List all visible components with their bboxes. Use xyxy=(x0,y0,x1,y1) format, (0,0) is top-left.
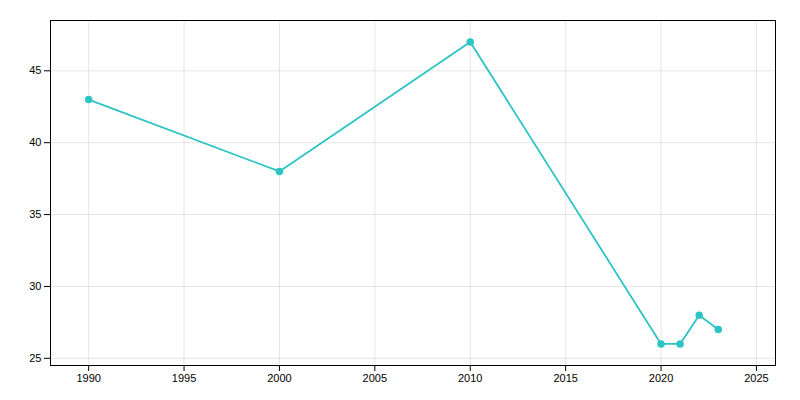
svg-text:2010: 2010 xyxy=(458,372,482,384)
svg-text:35: 35 xyxy=(29,208,41,220)
svg-text:45: 45 xyxy=(29,64,41,76)
svg-text:25: 25 xyxy=(29,352,41,364)
svg-text:2000: 2000 xyxy=(267,372,291,384)
svg-text:2015: 2015 xyxy=(553,372,577,384)
svg-text:1995: 1995 xyxy=(172,372,196,384)
svg-text:2025: 2025 xyxy=(744,372,768,384)
svg-text:2020: 2020 xyxy=(649,372,673,384)
svg-text:1990: 1990 xyxy=(76,372,100,384)
svg-text:40: 40 xyxy=(29,136,41,148)
svg-text:2005: 2005 xyxy=(363,372,387,384)
svg-text:30: 30 xyxy=(29,280,41,292)
